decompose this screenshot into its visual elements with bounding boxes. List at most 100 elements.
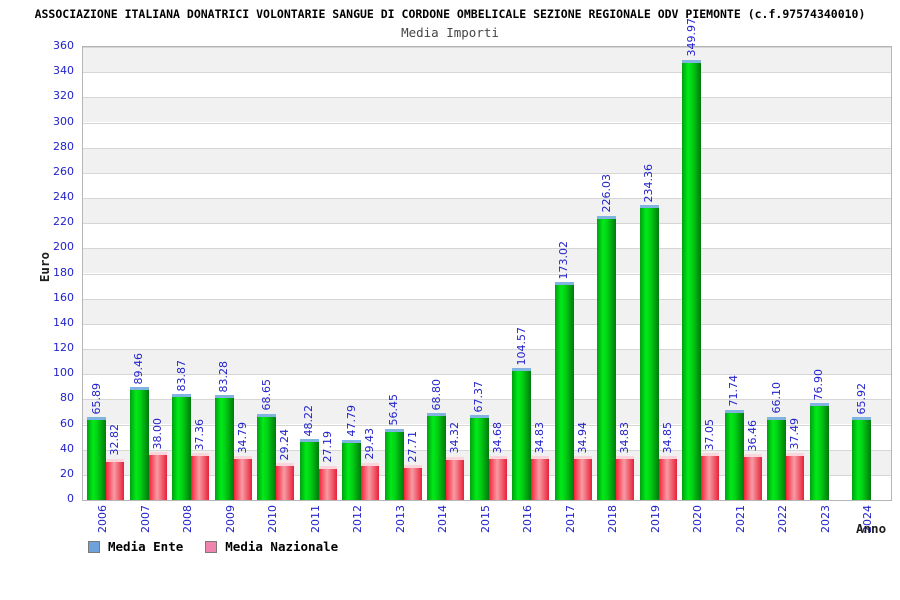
x-axis-label-2015: 2015 — [478, 505, 492, 533]
y-tick-label: 300 — [53, 114, 74, 128]
bar-value-label: 32.82 — [108, 424, 121, 456]
bar-media-nazionale-2016 — [531, 456, 550, 500]
bar-media-nazionale-2007 — [148, 452, 167, 500]
bar-value-label: 34.83 — [618, 421, 632, 454]
bar-value-label: 68.80 — [429, 378, 443, 411]
x-axis-label-2007: 2007 — [138, 505, 152, 533]
bar-value-label: 104.57 — [514, 326, 528, 366]
bar-media-ente-2015 — [469, 415, 489, 500]
x-axis-label-2020: 2020 — [691, 505, 705, 533]
bar-value-label: 76.90 — [812, 368, 826, 401]
y-tick-label: 160 — [53, 290, 74, 304]
bar-value-label: 34.83 — [533, 421, 547, 454]
legend-swatch-media-nazionale-icon — [205, 540, 218, 553]
bar-value-label: 34.79 — [235, 421, 249, 454]
x-axis-label-2017: 2017 — [563, 505, 577, 533]
legend-label-media-ente: Media Ente — [108, 539, 184, 554]
bar-value-label: 89.46 — [132, 352, 146, 385]
bar-value-label: 27.71 — [405, 430, 419, 463]
bar-media-ente-2020 — [682, 59, 702, 500]
bar-media-ente-2024 — [852, 417, 872, 500]
bar-media-ente-2012 — [342, 439, 362, 500]
y-tick-label: 140 — [53, 315, 74, 329]
bar-value-label: 226.03 — [599, 174, 613, 213]
x-axis-label-2011: 2011 — [308, 505, 322, 533]
gridline — [83, 223, 891, 225]
bar-value-label: 29.43 — [363, 428, 377, 460]
x-axis-label-2019: 2019 — [648, 505, 662, 533]
bar-value-label: 34.32 — [448, 422, 462, 454]
plot-band — [83, 97, 891, 123]
bar-media-ente-2013 — [384, 428, 404, 500]
plot-area: 65.89 32.82 89.46 38.00 83.87 37.36 83.28 34.79… — [82, 18, 892, 501]
x-axis-label-2021: 2021 — [733, 505, 747, 533]
bar-value-label: 34.94 — [575, 421, 589, 454]
x-axis-label-2009: 2009 — [223, 505, 237, 533]
x-axis-label-2016: 2016 — [521, 505, 535, 533]
gridline — [83, 374, 891, 376]
y-tick-label: 360 — [53, 39, 74, 52]
bar-value-label: 29.24 — [278, 428, 292, 461]
bar-value-label: 65.89 — [89, 382, 103, 415]
x-axis-label-2008: 2008 — [181, 505, 195, 533]
x-axis-label-2018: 2018 — [606, 505, 620, 533]
legend-swatch-media-ente-icon — [88, 540, 100, 553]
bar-media-nazionale-2011 — [318, 465, 337, 500]
bar-media-ente-2010 — [257, 413, 277, 500]
chart-legend: Media Ente Media Nazionale — [88, 539, 338, 554]
bar-media-ente-2019 — [639, 205, 659, 500]
bar-media-ente-2011 — [299, 439, 319, 500]
bar-value-label: 37.49 — [788, 418, 802, 450]
bar-value-label: 65.92 — [854, 382, 868, 415]
y-tick-label: 240 — [53, 190, 74, 203]
bar-media-nazionale-2018 — [616, 456, 635, 500]
bar-media-ente-2017 — [554, 282, 574, 500]
y-tick-label: 60 — [60, 416, 74, 430]
bar-value-label: 66.10 — [769, 382, 783, 414]
legend-item-media-ente: Media Ente — [88, 539, 183, 554]
x-axis-label-2006: 2006 — [96, 505, 109, 533]
plot-band — [83, 47, 891, 73]
bar-media-nazionale-2020 — [701, 453, 720, 500]
bar-value-label: 83.28 — [217, 360, 231, 393]
x-axis-label-2023: 2023 — [818, 505, 832, 533]
bar-media-ente-2014 — [427, 413, 447, 500]
bar-media-ente-2018 — [597, 215, 617, 500]
x-axis-label-2010: 2010 — [266, 505, 280, 533]
gridline — [83, 122, 891, 124]
plot-band — [83, 248, 891, 274]
gridline — [83, 323, 891, 325]
x-axis-label-2012: 2012 — [351, 505, 365, 533]
plot-band — [83, 198, 891, 224]
bar-media-nazionale-2015 — [488, 456, 507, 500]
bar-media-nazionale-2009 — [233, 456, 252, 500]
gridline — [83, 97, 891, 99]
x-axis-label-2022: 2022 — [776, 505, 790, 533]
y-tick-label: 180 — [53, 265, 74, 279]
x-axis-label-2014: 2014 — [436, 505, 450, 533]
legend-item-media-nazionale: Media Nazionale — [205, 539, 338, 554]
bar-value-label: 68.65 — [259, 379, 273, 411]
legend-label-media-nazionale: Media Nazionale — [225, 539, 339, 554]
bar-media-ente-2009 — [214, 395, 234, 500]
gridline — [83, 273, 891, 275]
bar-media-ente-2006 — [87, 417, 106, 500]
bar-value-label: 67.37 — [472, 380, 486, 413]
bar-media-nazionale-2019 — [658, 456, 677, 500]
gridline — [83, 198, 891, 199]
y-tick-label: 0 — [67, 492, 74, 505]
bar-value-label: 36.46 — [745, 419, 759, 452]
gridline — [83, 147, 891, 149]
y-axis-tick-labels: 0 20 40 60 80 100 120 140 160 180 200 220 240 260 280 3… — [0, 39, 74, 505]
gridline — [83, 349, 891, 350]
bar-media-ente-2016 — [512, 368, 532, 500]
y-tick-label: 80 — [60, 391, 74, 405]
plot-band — [83, 147, 891, 173]
x-axis-label-2013: 2013 — [393, 505, 407, 533]
bar-value-label: 173.02 — [557, 240, 571, 280]
bar-value-label: 48.22 — [302, 404, 316, 437]
y-tick-label: 20 — [60, 466, 74, 480]
y-tick-label: 100 — [53, 366, 74, 380]
y-tick-label: 340 — [53, 64, 74, 78]
